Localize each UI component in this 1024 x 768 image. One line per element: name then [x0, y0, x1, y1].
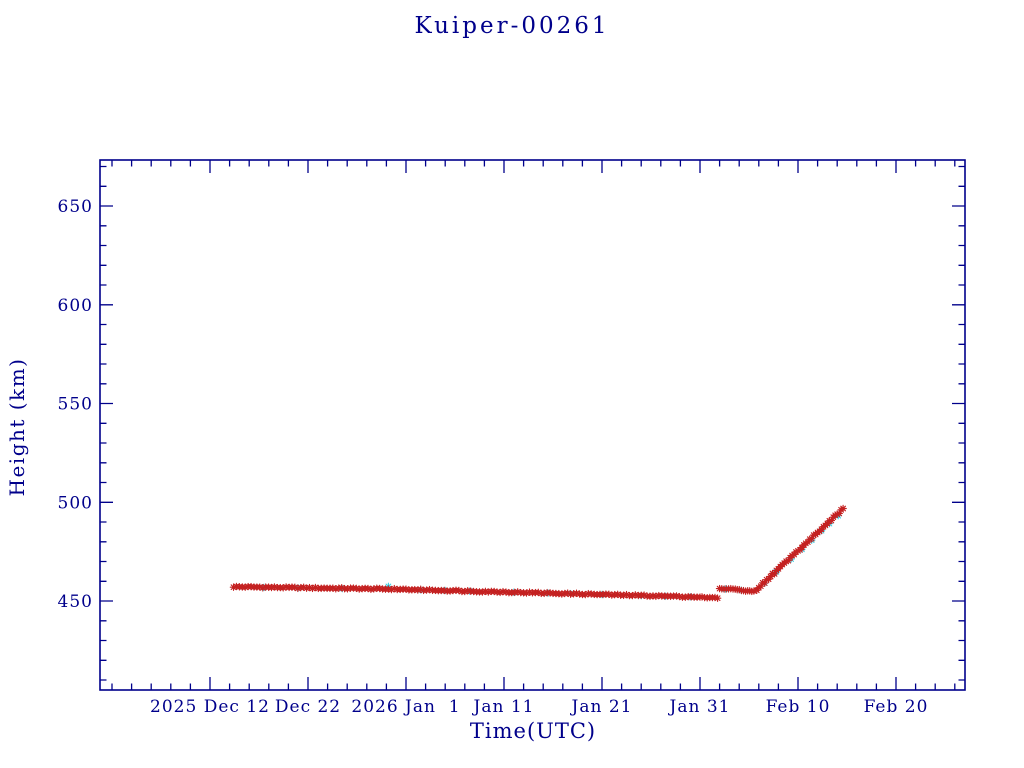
chart-title: Kuiper-00261	[414, 13, 610, 39]
x-tick-label: Jan 11	[472, 697, 535, 717]
plot-frame	[99, 159, 966, 691]
x-tick-label: Jan 31	[668, 697, 731, 717]
x-tick-label: Dec 22	[275, 697, 341, 717]
y-tick-label: 500	[58, 493, 93, 513]
axis-ticks	[100, 160, 965, 690]
x-tick-label: Feb 20	[864, 697, 929, 717]
y-tick-label: 450	[58, 592, 93, 612]
y-tick-label: 600	[58, 296, 93, 316]
primary-track-markers	[229, 504, 847, 602]
x-tick-label: 2026 Jan 1	[351, 697, 460, 717]
x-tick-label: Jan 21	[570, 697, 633, 717]
x-tick-label: 2025 Dec 12	[150, 697, 270, 717]
y-tick-label: 550	[58, 395, 93, 415]
y-tick-label: 650	[58, 197, 93, 217]
x-axis-title: Time(UTC)	[469, 719, 597, 743]
x-tick-label: Feb 10	[766, 697, 831, 717]
